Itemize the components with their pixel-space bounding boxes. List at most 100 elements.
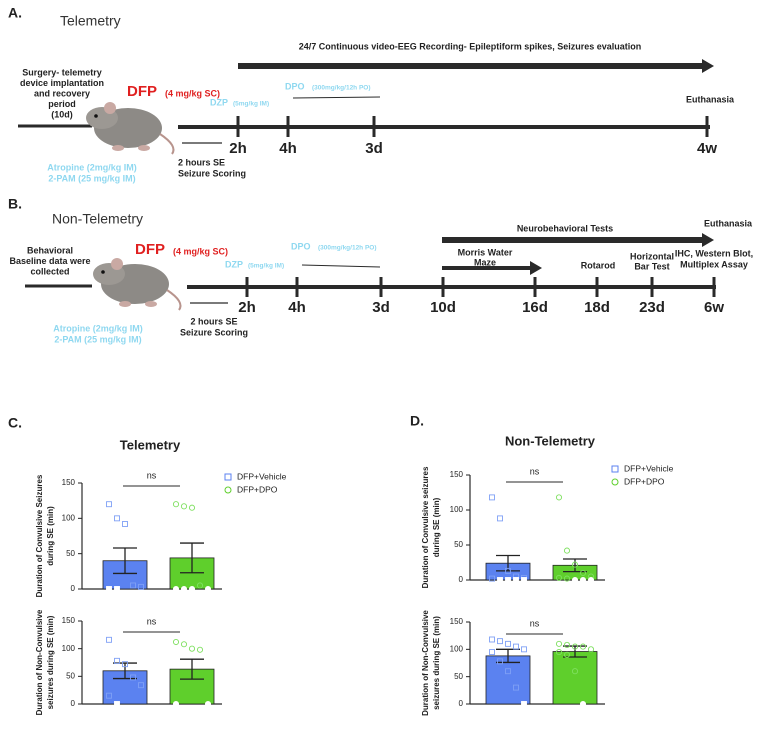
y-tick-label: 150 <box>62 616 76 625</box>
data-point <box>513 643 519 650</box>
error-bar <box>180 658 204 680</box>
data-point <box>489 649 495 656</box>
data-point <box>130 582 136 589</box>
data-point <box>571 643 579 650</box>
data-point <box>114 701 120 707</box>
drug-label: DPO <box>291 241 311 251</box>
rat-ear <box>104 102 116 114</box>
rat-tail <box>159 133 175 155</box>
y-axis-label: during SE (min) <box>46 506 55 566</box>
y-axis-label: seizures during SE (min) <box>432 616 441 710</box>
timepoint-label: 4h <box>288 299 306 316</box>
drug-label: DPO <box>285 81 305 91</box>
data-point <box>196 646 204 653</box>
significance-label: ns <box>530 618 540 628</box>
data-point <box>571 668 579 675</box>
data-point <box>489 575 495 582</box>
data-point <box>114 657 120 664</box>
y-tick-label: 50 <box>66 671 75 680</box>
rat-foot <box>138 145 150 151</box>
test-label: Morris Water <box>458 247 513 257</box>
data-point <box>172 501 180 508</box>
timepoint-label: 6w <box>704 299 724 316</box>
data-point <box>106 636 112 643</box>
data-point <box>497 638 503 645</box>
panel-letter: A. <box>8 5 22 21</box>
y-tick-label: 0 <box>71 699 76 708</box>
scoring-label: Seizure Scoring <box>178 168 246 178</box>
data-point <box>172 638 180 646</box>
drug-dose: (4 mg/kg SC) <box>165 88 220 98</box>
rat-foot <box>119 301 131 307</box>
significance-label: ns <box>530 466 540 476</box>
data-point <box>505 668 511 675</box>
data-point <box>122 661 128 668</box>
test-label: Rotarod <box>581 260 616 270</box>
data-point <box>555 574 563 581</box>
timepoint-label: 10d <box>430 299 456 316</box>
y-tick-label: 0 <box>459 699 464 708</box>
legend-label: DFP+Vehicle <box>237 471 287 481</box>
scoring-label: 2 hours SE <box>178 157 225 167</box>
pre-label: device implantation <box>20 78 104 88</box>
pre-label: (10d) <box>51 109 73 119</box>
rat-eye <box>94 114 98 118</box>
data-point <box>106 586 112 592</box>
y-tick-label: 150 <box>62 478 76 487</box>
rescue-label: 2-PAM (25 mg/kg IM) <box>48 173 135 183</box>
timepoint-label: 16d <box>522 299 548 316</box>
chart-title: Telemetry <box>120 437 181 452</box>
data-point <box>497 515 503 522</box>
data-point <box>122 521 128 527</box>
recording-label: 24/7 Continuous video-EEG Recording- Epi… <box>299 41 642 51</box>
test-label: Maze <box>474 257 496 267</box>
data-point <box>180 641 188 648</box>
data-point <box>563 651 571 658</box>
significance-label: ns <box>147 616 157 626</box>
data-point <box>555 640 563 647</box>
data-point <box>555 649 563 656</box>
error-bar <box>113 547 137 575</box>
data-point <box>180 585 188 593</box>
rescue-label: Atropine (2mg/kg IM) <box>47 162 137 172</box>
pre-label: and recovery <box>34 88 90 98</box>
data-point <box>130 674 136 681</box>
data-point <box>138 682 144 689</box>
data-point <box>188 504 196 511</box>
legend-marker <box>224 486 232 494</box>
y-tick-label: 150 <box>450 617 464 626</box>
rat-icon <box>86 102 175 155</box>
panel-title: Non-Telemetry <box>52 211 143 227</box>
data-point <box>489 636 495 643</box>
scoring-label: 2 hours SE <box>190 316 237 326</box>
significance-label: ns <box>147 470 157 480</box>
data-point <box>172 700 180 708</box>
y-axis-label: Duration of Non-Convulsive <box>421 610 430 716</box>
timepoint-label: 2h <box>238 299 256 316</box>
data-point <box>587 646 595 653</box>
panel-title: Telemetry <box>60 13 121 29</box>
data-point <box>188 645 196 652</box>
timepoint-label: 23d <box>639 299 665 316</box>
data-point <box>489 494 495 501</box>
data-point <box>587 576 595 584</box>
chart-title: Non-Telemetry <box>505 433 596 448</box>
test-label: Bar Test <box>634 261 669 271</box>
data-point <box>138 583 144 590</box>
y-axis-label: Duration of Convulsive seizures <box>421 466 430 588</box>
arrow-head <box>702 59 714 73</box>
rat-icon <box>93 258 182 311</box>
pre-label: period <box>48 99 76 109</box>
data-point <box>106 501 112 508</box>
data-point <box>563 641 571 649</box>
y-tick-label: 50 <box>454 672 463 681</box>
rat-ear <box>111 258 123 270</box>
assay-label: IHC, Western Blot, <box>675 248 753 258</box>
legend-label: DFP+DPO <box>237 484 278 494</box>
drug-label: DFP <box>135 241 165 258</box>
y-tick-label: 100 <box>62 644 76 653</box>
panel-letter: C. <box>8 415 22 431</box>
data-point <box>579 700 587 708</box>
drug-label: DZP <box>210 97 228 107</box>
y-tick-label: 100 <box>450 644 464 653</box>
